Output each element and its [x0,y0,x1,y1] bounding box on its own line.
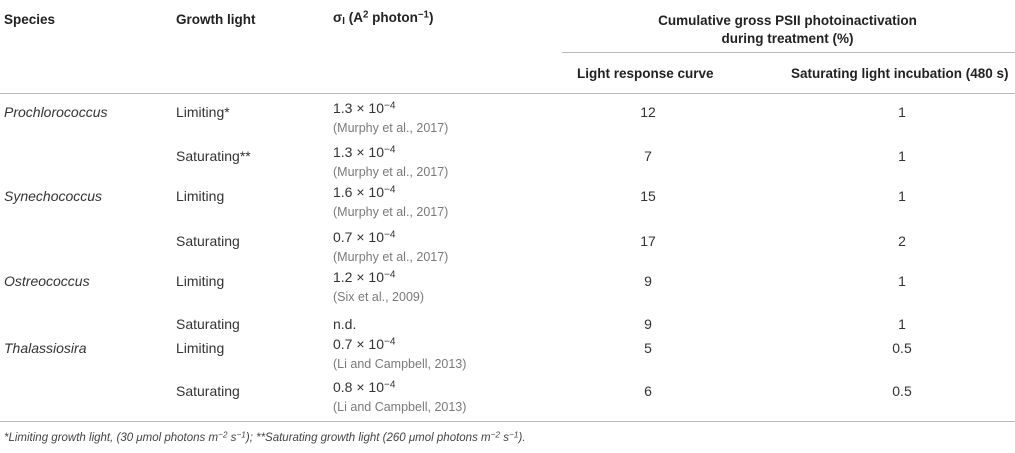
footnote-part: ); **Saturating growth light (260 μmol p… [245,432,491,444]
lrc-value: 7 [644,148,652,164]
growth-light-cell: Saturating [176,383,240,399]
sigma-mantissa: 1.2 [333,269,353,285]
sigma-exponent: −4 [384,184,396,196]
sigma-exponent: −4 [384,379,396,391]
lrc-value: 6 [644,383,652,399]
footnote-part: s [227,432,237,444]
sigma-unit-exp: −1 [417,9,429,21]
sat-incubation-value: 1 [898,148,906,164]
header-saturating-incubation: Saturating light incubation (480 s) [791,66,1009,81]
sigma-reference: (Li and Campbell, 2013) [333,357,467,371]
sigma-times: × 10 [356,144,384,160]
table-bottom-rule [0,421,1015,422]
lrc-value: 15 [640,188,656,204]
sigma-unit-close: ) [428,10,434,25]
sigma-mantissa: 1.6 [333,184,353,200]
sigma-subscript: I [342,15,345,27]
sigma-reference: (Murphy et al., 2017) [333,165,449,179]
growth-light-cell: Limiting [176,340,225,356]
sigma-times: × 10 [356,379,384,395]
species-cell: Thalassiosira [4,340,87,356]
sigma-value: 1.3 × 10−4 [333,144,396,160]
sigma-value: n.d. [333,316,357,332]
sigma-times: × 10 [356,336,384,352]
header-cumulative: Cumulative gross PSII photoinactivation … [560,12,1015,48]
footnote-part: ). [518,432,526,444]
sigma-exponent: −4 [384,100,396,112]
sat-incubation-value: 2 [898,233,906,249]
sigma-reference: (Li and Campbell, 2013) [333,400,467,414]
sigma-value: 0.8 × 10−4 [333,379,396,395]
footnote-exp: −2 [218,430,228,440]
sigma-exponent: −4 [384,269,396,281]
sigma-reference: (Six et al., 2009) [333,290,425,304]
sigma-times: × 10 [356,100,384,116]
sigma-unit: photon [372,10,418,25]
footnote-exp: −1 [509,430,519,440]
lrc-value: 9 [644,273,652,289]
table-footnote: *Limiting growth light, (30 μmol photons… [4,430,526,444]
growth-light-cell: Limiting [176,188,225,204]
growth-light-cell: Limiting* [176,104,230,120]
sigma-mantissa: 1.3 [333,100,353,116]
sigma-value: 1.6 × 10−4 [333,184,396,200]
footnote-exp: −1 [236,430,246,440]
footnote-exp: −2 [490,430,501,440]
sigma-reference: (Murphy et al., 2017) [333,121,449,135]
header-cumulative-line1: Cumulative gross PSII photoinactivation [658,13,917,28]
sat-incubation-value: 0.5 [892,340,912,356]
sigma-exponent: −4 [384,336,396,348]
header-cumulative-line2: during treatment (%) [721,31,854,46]
sigma-mantissa: 0.7 [333,336,353,352]
sigma-unit-sup: 2 [362,9,369,21]
growth-light-cell: Saturating** [176,148,251,164]
sigma-mantissa: 1.3 [333,144,353,160]
lrc-value: 17 [640,233,656,249]
lrc-value: 12 [640,104,656,120]
sat-incubation-value: 1 [898,188,906,204]
lrc-value: 9 [644,316,652,332]
sigma-times: × 10 [356,269,384,285]
sigma-exponent: −4 [384,144,396,156]
sat-incubation-value: 1 [898,104,906,120]
sat-incubation-value: 1 [898,316,906,332]
sigma-reference: (Murphy et al., 2017) [333,205,449,219]
sigma-times: × 10 [356,184,384,200]
sigma-times: × 10 [356,229,384,245]
sigma-exponent: −4 [384,229,396,241]
header-growth-light: Growth light [176,12,256,27]
footnote-part: *Limiting growth light, (30 μmol photons… [4,432,219,444]
header-species: Species [4,12,56,27]
header-light-response-curve: Light response curve [577,66,714,81]
species-cell: Ostreococcus [4,273,90,289]
sigma-unit-open: (A [348,10,363,25]
sigma-value: 1.3 × 10−4 [333,100,396,116]
header-rule [0,93,1015,94]
sigma-reference: (Murphy et al., 2017) [333,250,449,264]
species-cell: Synechococcus [4,188,103,204]
sigma-mantissa: 0.7 [333,229,353,245]
sat-incubation-value: 0.5 [892,383,912,399]
header-sigma: σI (A2 photon−1) [333,9,434,27]
sigma-value: 0.7 × 10−4 [333,336,396,352]
sigma-symbol: σ [333,10,343,25]
growth-light-cell: Limiting [176,273,225,289]
species-cell: Prochlorococcus [4,104,108,120]
growth-light-cell: Saturating [176,316,240,332]
sigma-mantissa: 0.8 [333,379,353,395]
growth-light-cell: Saturating [176,233,240,249]
lrc-value: 5 [644,340,652,356]
sat-incubation-value: 1 [898,273,906,289]
sigma-value: 1.2 × 10−4 [333,269,396,285]
footnote-part: s [500,432,509,444]
header-subrule [562,52,1015,53]
sigma-value: 0.7 × 10−4 [333,229,396,245]
